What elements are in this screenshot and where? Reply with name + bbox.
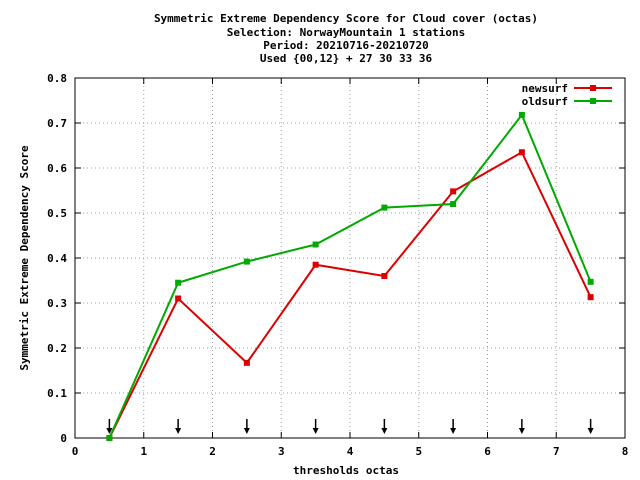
title-line-3: Period: 20210716-20210720	[263, 39, 429, 52]
y-tick-label: 0.6	[47, 162, 67, 175]
data-point-newsurf	[381, 273, 388, 279]
title-line-2: Selection: NorwayMountain 1 stations	[227, 26, 465, 39]
data-point-newsurf	[450, 188, 457, 195]
x-tick-label: 7	[553, 445, 560, 458]
threshold-arrow	[587, 419, 594, 434]
threshold-arrow	[175, 419, 182, 434]
threshold-arrow	[106, 419, 113, 434]
threshold-arrow	[381, 419, 388, 434]
grid	[75, 78, 625, 438]
legend-label-newsurf: newsurf	[522, 82, 568, 95]
x-axis-ticks: 0 1 2 3 4 5 6 7 8	[72, 78, 629, 458]
x-tick-label: 4	[347, 445, 354, 458]
title-line-4: Used {00,12} + 27 30 33 36	[260, 52, 433, 65]
threshold-arrow	[243, 419, 250, 434]
data-point-oldsurf	[106, 435, 113, 441]
x-tick-label: 1	[140, 445, 147, 458]
data-point-oldsurf	[587, 278, 594, 285]
data-point-newsurf	[587, 294, 594, 301]
series-line-newsurf	[108, 150, 592, 439]
data-point-oldsurf	[312, 241, 319, 248]
y-tick-label: 0.1	[47, 387, 67, 400]
x-tick-label: 2	[209, 445, 216, 458]
data-point-oldsurf	[175, 279, 182, 286]
x-tick-label: 3	[278, 445, 285, 458]
x-tick-label: 8	[622, 445, 629, 458]
y-axis-label: Symmetric Extreme Dependency Score	[18, 145, 31, 371]
y-tick-label: 0.8	[47, 72, 67, 85]
legend-marker-newsurf	[590, 85, 596, 91]
data-point-newsurf	[312, 261, 319, 268]
threshold-arrow	[312, 419, 319, 434]
y-tick-label: 0.2	[47, 342, 67, 355]
data-point-oldsurf	[450, 201, 457, 207]
y-tick-label: 0.5	[47, 207, 67, 220]
data-point-newsurf	[518, 149, 525, 156]
x-axis-label: thresholds octas	[293, 464, 399, 477]
y-tick-label: 0.4	[47, 252, 67, 265]
y-tick-label: 0.7	[47, 117, 67, 130]
threshold-arrow	[450, 419, 457, 434]
x-tick-label: 5	[415, 445, 422, 458]
data-point-newsurf	[175, 295, 182, 302]
y-tick-label: 0	[60, 432, 67, 445]
x-tick-label: 0	[72, 445, 79, 458]
chart-title: Symmetric Extreme Dependency Score for C…	[154, 12, 538, 65]
data-point-oldsurf	[518, 111, 525, 118]
legend-label-oldsurf: oldsurf	[522, 95, 568, 108]
data-point-oldsurf	[243, 258, 250, 265]
threshold-arrow	[518, 419, 525, 434]
series-line-oldsurf	[108, 112, 592, 439]
title-line-1: Symmetric Extreme Dependency Score for C…	[154, 12, 538, 25]
data-point-newsurf	[243, 359, 250, 366]
x-tick-label: 6	[484, 445, 491, 458]
y-axis-ticks: 0 0.1 0.2 0.3 0.4 0.5 0.6 0.7 0.8	[47, 72, 625, 445]
data-point-oldsurf	[381, 204, 388, 211]
series-group	[106, 111, 594, 441]
legend-marker-oldsurf	[590, 98, 596, 104]
y-tick-label: 0.3	[47, 297, 67, 310]
threshold-arrows	[106, 419, 594, 434]
